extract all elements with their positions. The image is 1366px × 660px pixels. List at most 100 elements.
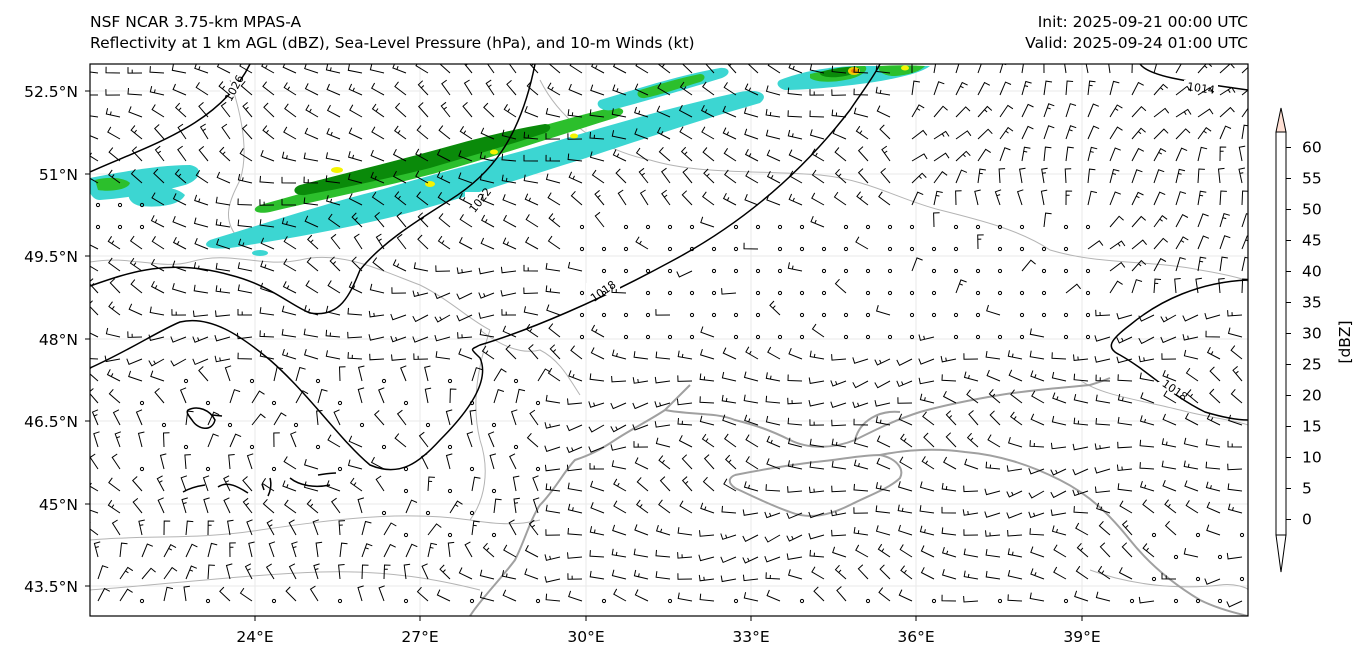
wind-barb: [223, 497, 231, 514]
wind-barb: [489, 453, 497, 470]
wind-barb: [90, 244, 99, 250]
wind-barb: [918, 334, 935, 341]
wind-barb: [1007, 436, 1023, 448]
wind-barb: [879, 564, 891, 580]
wind-barb: [421, 563, 429, 580]
wind-barb: [371, 82, 385, 96]
wind-barb: [481, 214, 495, 228]
wind-barb: [1227, 327, 1243, 338]
wind-barb: [265, 563, 275, 580]
wind-barb: [1029, 528, 1045, 536]
wind-barb: [185, 565, 197, 580]
wind-barb: [1007, 529, 1023, 537]
wind-barb: [259, 307, 275, 316]
wind-barb: [911, 80, 920, 96]
wind-barb: [964, 458, 979, 470]
wind-barb: [347, 307, 363, 316]
calm-wind-marker: [821, 246, 827, 252]
wind-barb: [90, 509, 99, 514]
wind-barb: [418, 431, 429, 448]
wind-barb: [1029, 440, 1045, 448]
wind-barb: [744, 128, 759, 140]
wind-barb: [119, 542, 128, 558]
latitude-labels: 52.5°N 51°N 49.5°N 48°N 46.5°N 45°N 43.5…: [24, 83, 78, 596]
calm-wind-marker: [403, 400, 409, 406]
wind-barb: [699, 348, 715, 360]
wind-barb: [1094, 486, 1111, 494]
colorbar-tick-label: 30: [1302, 325, 1322, 343]
wind-barb: [1043, 80, 1053, 96]
wind-barb: [853, 88, 869, 96]
wind-barb: [241, 124, 253, 140]
wind-barb: [941, 594, 957, 602]
wind-barb: [523, 306, 539, 316]
wind-barb: [1051, 371, 1067, 382]
wind-barb: [831, 460, 847, 470]
wind-barb: [1021, 64, 1024, 74]
wind-barb: [251, 390, 265, 404]
wind-barb: [338, 520, 346, 536]
wind-barb: [427, 523, 442, 536]
calm-wind-marker: [953, 334, 959, 340]
wind-barb: [634, 83, 649, 96]
wind-barb: [412, 290, 429, 298]
wind-barb: [439, 564, 451, 580]
calm-wind-marker: [315, 444, 321, 450]
calm-wind-marker: [579, 224, 585, 230]
wind-barb: [281, 348, 297, 360]
wind-barb: [787, 262, 803, 272]
wind-barb: [415, 64, 429, 74]
wind-barb: [390, 335, 407, 343]
calm-wind-marker: [865, 268, 871, 274]
calm-wind-marker: [469, 598, 475, 604]
wind-barb: [391, 354, 407, 361]
wind-barb: [378, 585, 385, 602]
wind-barb: [471, 476, 481, 492]
wind-barb: [977, 128, 993, 140]
lon-label: 36°E: [897, 628, 934, 646]
wind-barb: [90, 115, 99, 118]
wind-barb: [90, 94, 98, 96]
wind-barb: [244, 563, 253, 580]
wind-barb: [532, 475, 539, 492]
wind-barb: [1117, 416, 1133, 426]
wind-barb: [1175, 256, 1186, 272]
wind-barb: [150, 370, 165, 382]
calm-wind-marker: [667, 246, 673, 252]
calm-wind-marker: [139, 598, 145, 604]
wind-barb: [1219, 212, 1230, 228]
reflectivity-field: [90, 65, 930, 256]
wind-barb: [361, 564, 369, 580]
wind-barb: [933, 105, 948, 118]
wind-barb: [1153, 191, 1166, 206]
wind-barb: [545, 529, 561, 536]
wind-barb: [458, 236, 473, 250]
calm-wind-marker: [601, 598, 607, 604]
lat-label: 43.5°N: [24, 578, 78, 596]
wind-barb: [974, 189, 981, 206]
calm-wind-marker: [623, 334, 629, 340]
wind-barb: [1109, 215, 1124, 228]
wind-barb: [787, 417, 803, 426]
wind-barb: [570, 190, 583, 206]
wind-barb: [1175, 214, 1189, 228]
wind-barb: [1131, 259, 1147, 272]
wind-barb: [677, 592, 693, 602]
wind-barb: [900, 565, 913, 580]
wind-barb: [611, 548, 627, 558]
wind-barb: [765, 395, 781, 404]
wind-barb: [464, 541, 473, 558]
wind-barb: [1138, 336, 1155, 345]
wind-barb: [500, 266, 517, 274]
calm-wind-marker: [733, 598, 739, 604]
wind-barb: [590, 347, 605, 360]
wind-barb: [611, 569, 627, 580]
wind-barb: [493, 368, 507, 382]
wind-barb: [131, 476, 143, 492]
wind-barb: [436, 589, 451, 602]
wind-barb: [303, 328, 319, 338]
wind-barb: [809, 110, 825, 118]
wind-barb: [747, 64, 759, 74]
wind-barb: [141, 567, 156, 580]
wind-barb: [97, 565, 109, 580]
